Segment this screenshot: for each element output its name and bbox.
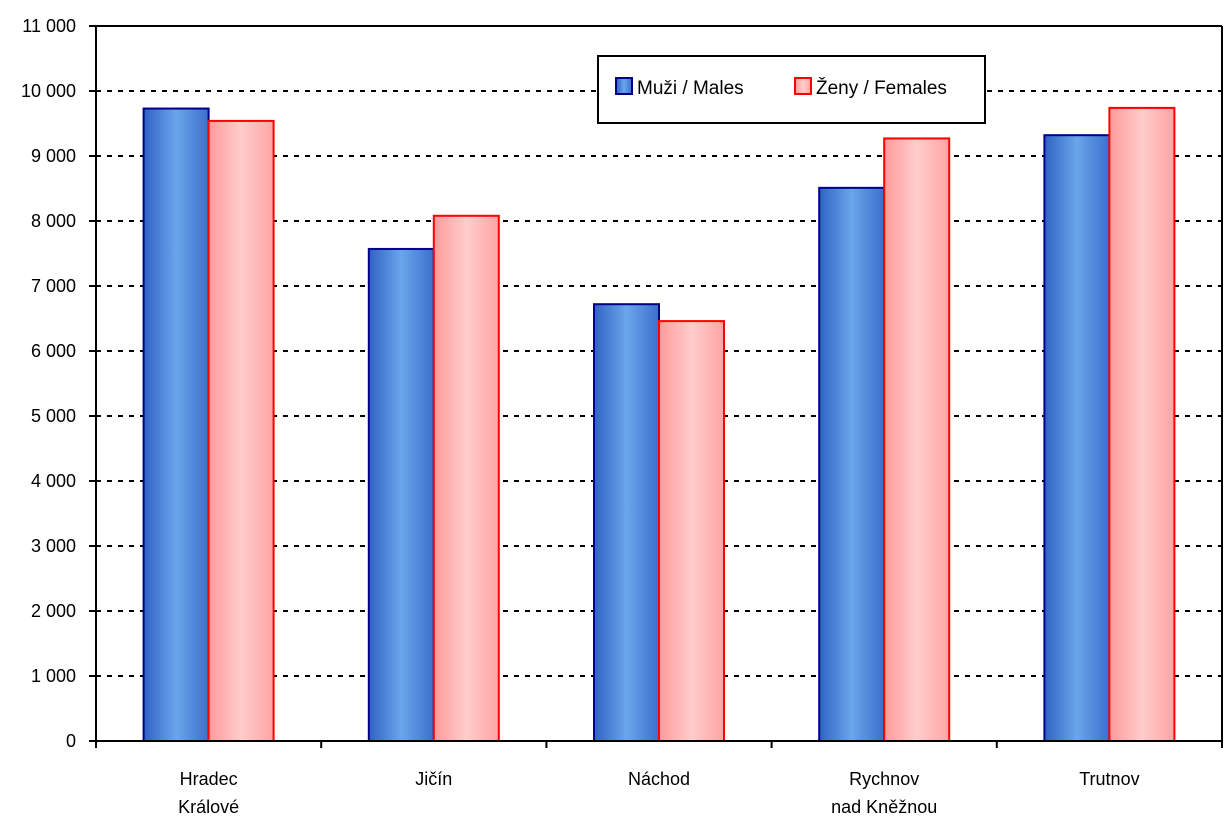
y-tick-label: 11 000 [22,16,76,36]
x-tick-label: Hradec [180,769,238,789]
legend-swatch-males [615,77,633,95]
x-tick-label: nad Kněžnou [831,797,937,817]
y-tick-label: 5 000 [31,406,76,426]
bar-males [367,247,435,742]
bars [142,106,1176,743]
legend-swatch-females [794,77,812,95]
y-tick-label: 4 000 [31,471,76,491]
bar-females [1108,106,1176,742]
bar-males [593,303,660,742]
y-tick-label: 10 000 [21,81,76,101]
x-tick-label: Trutnov [1079,769,1139,789]
axis-labels: 0 1 000 2 000 3 000 4 000 5 000 6 000 7 000 8 00… [21,16,1140,817]
legend-box [597,55,986,124]
bar-females [432,214,500,743]
axes [89,25,1223,748]
x-tick-label: Rychnov [849,769,919,789]
legend: Muži / Males Ženy / Females [597,55,986,124]
bar-females [207,119,275,742]
y-tick-label: 6 000 [31,341,76,361]
x-tick-label: Králové [178,797,239,817]
legend-label-females: Ženy / Females [816,77,947,99]
y-tick-label: 0 [66,731,76,751]
y-tick-label: 7 000 [31,276,76,296]
x-tick-label: Náchod [628,769,690,789]
bar-males [142,107,210,743]
bar-females [883,137,951,742]
y-tick-label: 2 000 [31,601,76,621]
legend-label-males: Muži / Males [637,78,744,99]
bar-females [658,320,725,742]
bar-males [818,186,886,743]
bar-males [1043,134,1111,742]
y-tick-label: 8 000 [31,211,76,231]
y-tick-label: 3 000 [31,536,76,556]
y-tick-label: 1 000 [31,666,76,686]
x-tick-label: Jičín [415,769,452,789]
y-tick-label: 9 000 [31,146,76,166]
